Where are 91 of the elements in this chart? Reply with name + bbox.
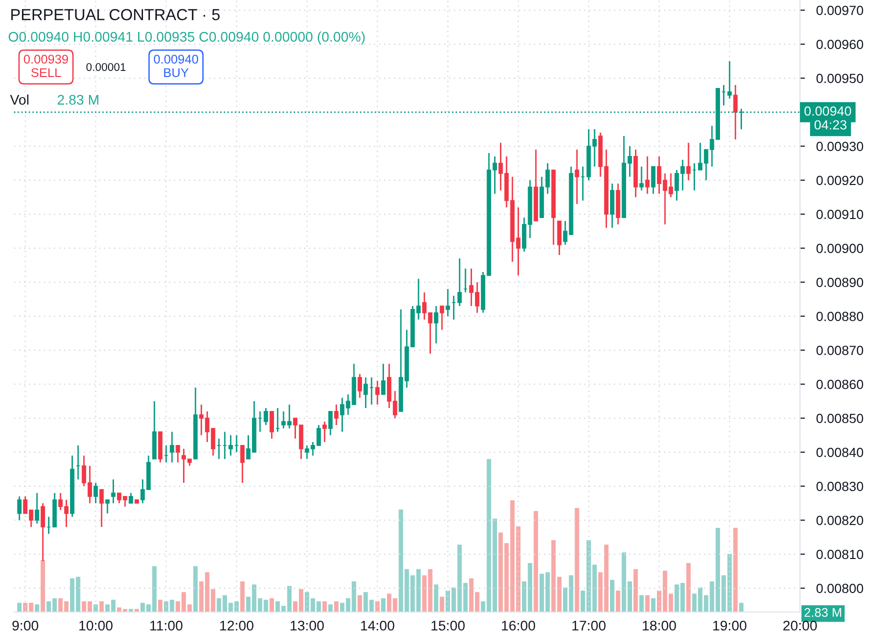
candlestick xyxy=(639,166,644,192)
chart-title: PERPETUAL CONTRACT · 5 xyxy=(11,8,220,20)
candlestick xyxy=(727,60,732,100)
x-tick-label: 12:00 xyxy=(220,620,254,631)
x-tick-label: 15:00 xyxy=(432,620,465,631)
candlestick xyxy=(176,444,180,464)
candlestick xyxy=(270,410,274,440)
x-tick-label: 20:00 xyxy=(783,620,817,631)
bar xyxy=(99,601,104,612)
bar xyxy=(358,595,362,612)
bar xyxy=(633,569,638,612)
x-tick-label: 11:00 xyxy=(150,620,182,631)
annotation: Vol xyxy=(10,94,28,105)
candlestick xyxy=(328,410,333,436)
bar xyxy=(40,560,46,612)
bar xyxy=(434,584,438,612)
candlestick xyxy=(170,431,174,464)
bar xyxy=(334,601,339,612)
text: 2.83 M xyxy=(804,608,842,617)
bar xyxy=(17,602,22,612)
bar xyxy=(610,580,614,612)
candlestick xyxy=(457,258,462,307)
bar xyxy=(158,600,162,612)
x-tick-label: 13:00 xyxy=(290,620,324,631)
bar xyxy=(651,598,656,612)
y-tick-label: 0.00900 xyxy=(816,244,864,254)
candlestick xyxy=(128,492,134,504)
y-tick-label: 0.00880 xyxy=(816,312,864,322)
annotation: 0.00940 BUY xyxy=(154,54,198,78)
bar xyxy=(739,602,744,612)
x-tick-label: 18:00 xyxy=(642,620,676,631)
y-tick-label: 0.00910 xyxy=(816,210,864,220)
ref-line-label: 0.00940 xyxy=(804,106,852,116)
candlestick xyxy=(111,478,116,504)
candlestick xyxy=(228,434,233,456)
y-tick-label: 0.00830 xyxy=(816,482,864,492)
annotation: 2.83 M xyxy=(58,94,98,105)
candlestick xyxy=(358,373,362,398)
y-tick-label: 0.00970 xyxy=(816,6,864,16)
text: 04:23 xyxy=(814,120,846,130)
candlestick xyxy=(364,376,368,409)
y-tick-label: 0.00840 xyxy=(816,448,864,458)
candlestick xyxy=(686,142,691,181)
bar xyxy=(270,598,274,612)
x-tick-label: 9:00 xyxy=(12,620,38,631)
candlestick xyxy=(645,156,650,194)
y-tick-label: 0.00950 xyxy=(816,74,864,84)
y-tick-label: 0.00810 xyxy=(816,550,864,560)
bar xyxy=(733,528,738,612)
y-tick-label: 0.00800 xyxy=(816,584,864,594)
candlestick xyxy=(574,148,580,205)
bar xyxy=(381,598,386,612)
x-tick-label: 19:00 xyxy=(713,620,746,631)
x-tick-label: 16:00 xyxy=(502,620,536,631)
candlestick xyxy=(99,488,104,528)
bar xyxy=(574,508,580,612)
bar xyxy=(375,601,380,612)
candlestick xyxy=(105,499,110,514)
candlestick xyxy=(446,288,450,317)
y-tick-label: 0.00930 xyxy=(816,142,864,152)
y-tick-label: 0.00870 xyxy=(816,346,864,356)
annotation: O0.00940 H0.00941 L0.00935 C0.00940 0.00000 (0.00%) xyxy=(8,32,365,44)
y-tick-label: 0.00860 xyxy=(816,380,864,390)
bar xyxy=(534,511,538,612)
y-tick-label: 0.00850 xyxy=(816,414,864,424)
annotation: 0.00939 SELL xyxy=(24,54,68,78)
candlestick xyxy=(17,496,22,521)
candlestick xyxy=(434,305,438,344)
x-tick-label: 10:00 xyxy=(79,620,113,631)
candlestick xyxy=(440,305,444,330)
x-tick-label: 14:00 xyxy=(361,620,394,631)
candlestick xyxy=(375,380,380,406)
bar xyxy=(616,590,620,612)
candlestick xyxy=(610,182,614,228)
candlestick xyxy=(381,363,386,396)
y-tick-label: 0.00890 xyxy=(816,278,864,288)
candlestick xyxy=(651,166,656,194)
candlestick xyxy=(240,444,245,484)
y-tick-label: 0.00820 xyxy=(816,516,864,526)
candlestick xyxy=(34,492,40,524)
candlestick xyxy=(94,482,98,504)
y-tick-label: 0.00920 xyxy=(816,176,864,186)
annotation: 0.00001 xyxy=(86,63,126,71)
candlestick xyxy=(557,220,562,256)
candlestick xyxy=(334,404,339,426)
y-tick-label: 0.00960 xyxy=(816,40,864,50)
x-tick-label: 17:00 xyxy=(572,620,606,631)
bar xyxy=(322,601,327,612)
candlestick xyxy=(322,420,327,443)
bar xyxy=(240,581,245,612)
bar xyxy=(645,595,650,612)
